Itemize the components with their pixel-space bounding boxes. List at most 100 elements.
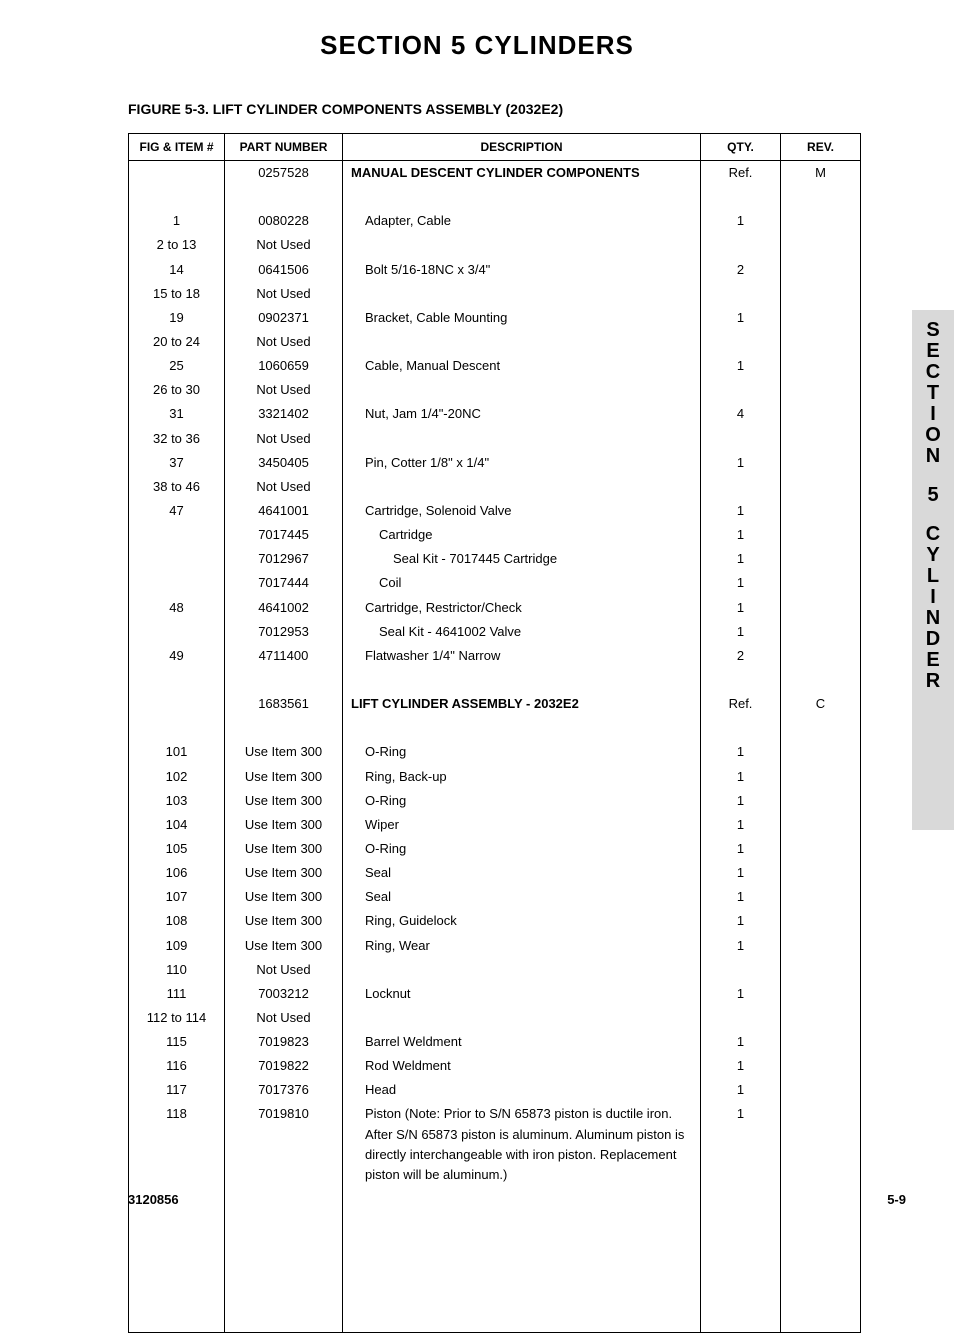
table-row — [129, 1235, 861, 1259]
cell-qty: 1 — [701, 861, 781, 885]
table-row — [129, 716, 861, 740]
cell-rev: M — [781, 161, 861, 186]
table-row — [129, 1259, 861, 1283]
side-tab-char: S — [912, 320, 954, 341]
cell-desc: Flatwasher 1/4" Narrow — [343, 644, 701, 668]
table-row: 1117003212Locknut1 — [129, 982, 861, 1006]
cell-qty — [701, 1006, 781, 1030]
cell-qty: 1 — [701, 571, 781, 595]
table-row: 109Use Item 300Ring, Wear1 — [129, 934, 861, 958]
table-row — [129, 668, 861, 692]
table-row: 38 to 46Not Used — [129, 475, 861, 499]
table-row: 0257528MANUAL DESCENT CYLINDER COMPONENT… — [129, 161, 861, 186]
cell-fig: 104 — [129, 813, 225, 837]
cell-part: Use Item 300 — [225, 885, 343, 909]
cell-part: 4641001 — [225, 499, 343, 523]
table-row: 20 to 24Not Used — [129, 330, 861, 354]
cell-rev — [781, 1030, 861, 1054]
table-row: 1157019823Barrel Weldment1 — [129, 1030, 861, 1054]
cell-fig: 106 — [129, 861, 225, 885]
th-desc: DESCRIPTION — [343, 134, 701, 161]
filler-cell — [129, 1284, 225, 1308]
cell-rev — [781, 258, 861, 282]
cell-rev — [781, 1006, 861, 1030]
page: SECTION 5 CYLINDERS FIGURE 5-3. LIFT CYL… — [0, 0, 954, 1235]
cell-part: 7017444 — [225, 571, 343, 595]
side-tab-char: N — [912, 446, 954, 467]
cell-rev — [781, 789, 861, 813]
cell-qty: 1 — [701, 451, 781, 475]
page-number: 5-9 — [887, 1192, 906, 1207]
cell-part: 3321402 — [225, 402, 343, 426]
table-header-row: FIG & ITEM # PART NUMBER DESCRIPTION QTY… — [129, 134, 861, 161]
cell-fig: 101 — [129, 740, 225, 764]
cell-desc: Barrel Weldment — [343, 1030, 701, 1054]
cell-desc: Seal — [343, 885, 701, 909]
cell-qty: 1 — [701, 1102, 781, 1187]
cell-qty: Ref. — [701, 161, 781, 186]
cell-rev — [781, 644, 861, 668]
cell-qty: 2 — [701, 258, 781, 282]
spacer-cell — [781, 716, 861, 740]
cell-desc: LIFT CYLINDER ASSEMBLY - 2032E2 — [343, 692, 701, 716]
cell-qty: 1 — [701, 813, 781, 837]
cell-part: Use Item 300 — [225, 740, 343, 764]
cell-rev — [781, 354, 861, 378]
cell-fig: 110 — [129, 958, 225, 982]
table-row: 103Use Item 300O-Ring1 — [129, 789, 861, 813]
th-part: PART NUMBER — [225, 134, 343, 161]
table-row: 112 to 114Not Used — [129, 1006, 861, 1030]
filler-cell — [129, 1211, 225, 1235]
cell-qty: 1 — [701, 885, 781, 909]
cell-part: 7019822 — [225, 1054, 343, 1078]
table-row: 140641506Bolt 5/16-18NC x 3/4"2 — [129, 258, 861, 282]
cell-qty: 1 — [701, 837, 781, 861]
cell-qty: 1 — [701, 789, 781, 813]
cell-fig: 32 to 36 — [129, 427, 225, 451]
table-row — [129, 185, 861, 209]
cell-fig: 109 — [129, 934, 225, 958]
side-tab-char: N — [912, 608, 954, 629]
filler-cell — [343, 1308, 701, 1333]
spacer-cell — [225, 668, 343, 692]
cell-qty: Ref. — [701, 692, 781, 716]
cell-desc — [343, 378, 701, 402]
table-row: 32 to 36Not Used — [129, 427, 861, 451]
cell-part: Use Item 300 — [225, 789, 343, 813]
cell-qty: 4 — [701, 402, 781, 426]
filler-cell — [781, 1284, 861, 1308]
table-row: 373450405Pin, Cotter 1/8" x 1/4"1 — [129, 451, 861, 475]
th-rev: REV. — [781, 134, 861, 161]
cell-part: 7017445 — [225, 523, 343, 547]
cell-qty — [701, 330, 781, 354]
cell-fig: 1 — [129, 209, 225, 233]
cell-desc — [343, 1006, 701, 1030]
cell-part: 4641002 — [225, 596, 343, 620]
cell-desc: Wiper — [343, 813, 701, 837]
cell-desc: Pin, Cotter 1/8" x 1/4" — [343, 451, 701, 475]
cell-part: 4711400 — [225, 644, 343, 668]
cell-rev — [781, 1078, 861, 1102]
side-tab-char: Y — [912, 545, 954, 566]
cell-rev — [781, 934, 861, 958]
cell-rev — [781, 620, 861, 644]
cell-part: Use Item 300 — [225, 909, 343, 933]
cell-part: Use Item 300 — [225, 934, 343, 958]
cell-rev — [781, 813, 861, 837]
cell-desc: Ring, Back-up — [343, 765, 701, 789]
table-row: 110Not Used — [129, 958, 861, 982]
filler-cell — [225, 1235, 343, 1259]
side-tab-char: R — [912, 671, 954, 692]
cell-part: Not Used — [225, 282, 343, 306]
cell-rev — [781, 740, 861, 764]
cell-desc: Adapter, Cable — [343, 209, 701, 233]
cell-rev — [781, 451, 861, 475]
cell-desc — [343, 330, 701, 354]
cell-fig: 117 — [129, 1078, 225, 1102]
table-row: 102Use Item 300Ring, Back-up1 — [129, 765, 861, 789]
cell-part: 0080228 — [225, 209, 343, 233]
cell-fig: 108 — [129, 909, 225, 933]
cell-rev — [781, 378, 861, 402]
table-row — [129, 1308, 861, 1333]
cell-desc: Cartridge — [343, 523, 701, 547]
